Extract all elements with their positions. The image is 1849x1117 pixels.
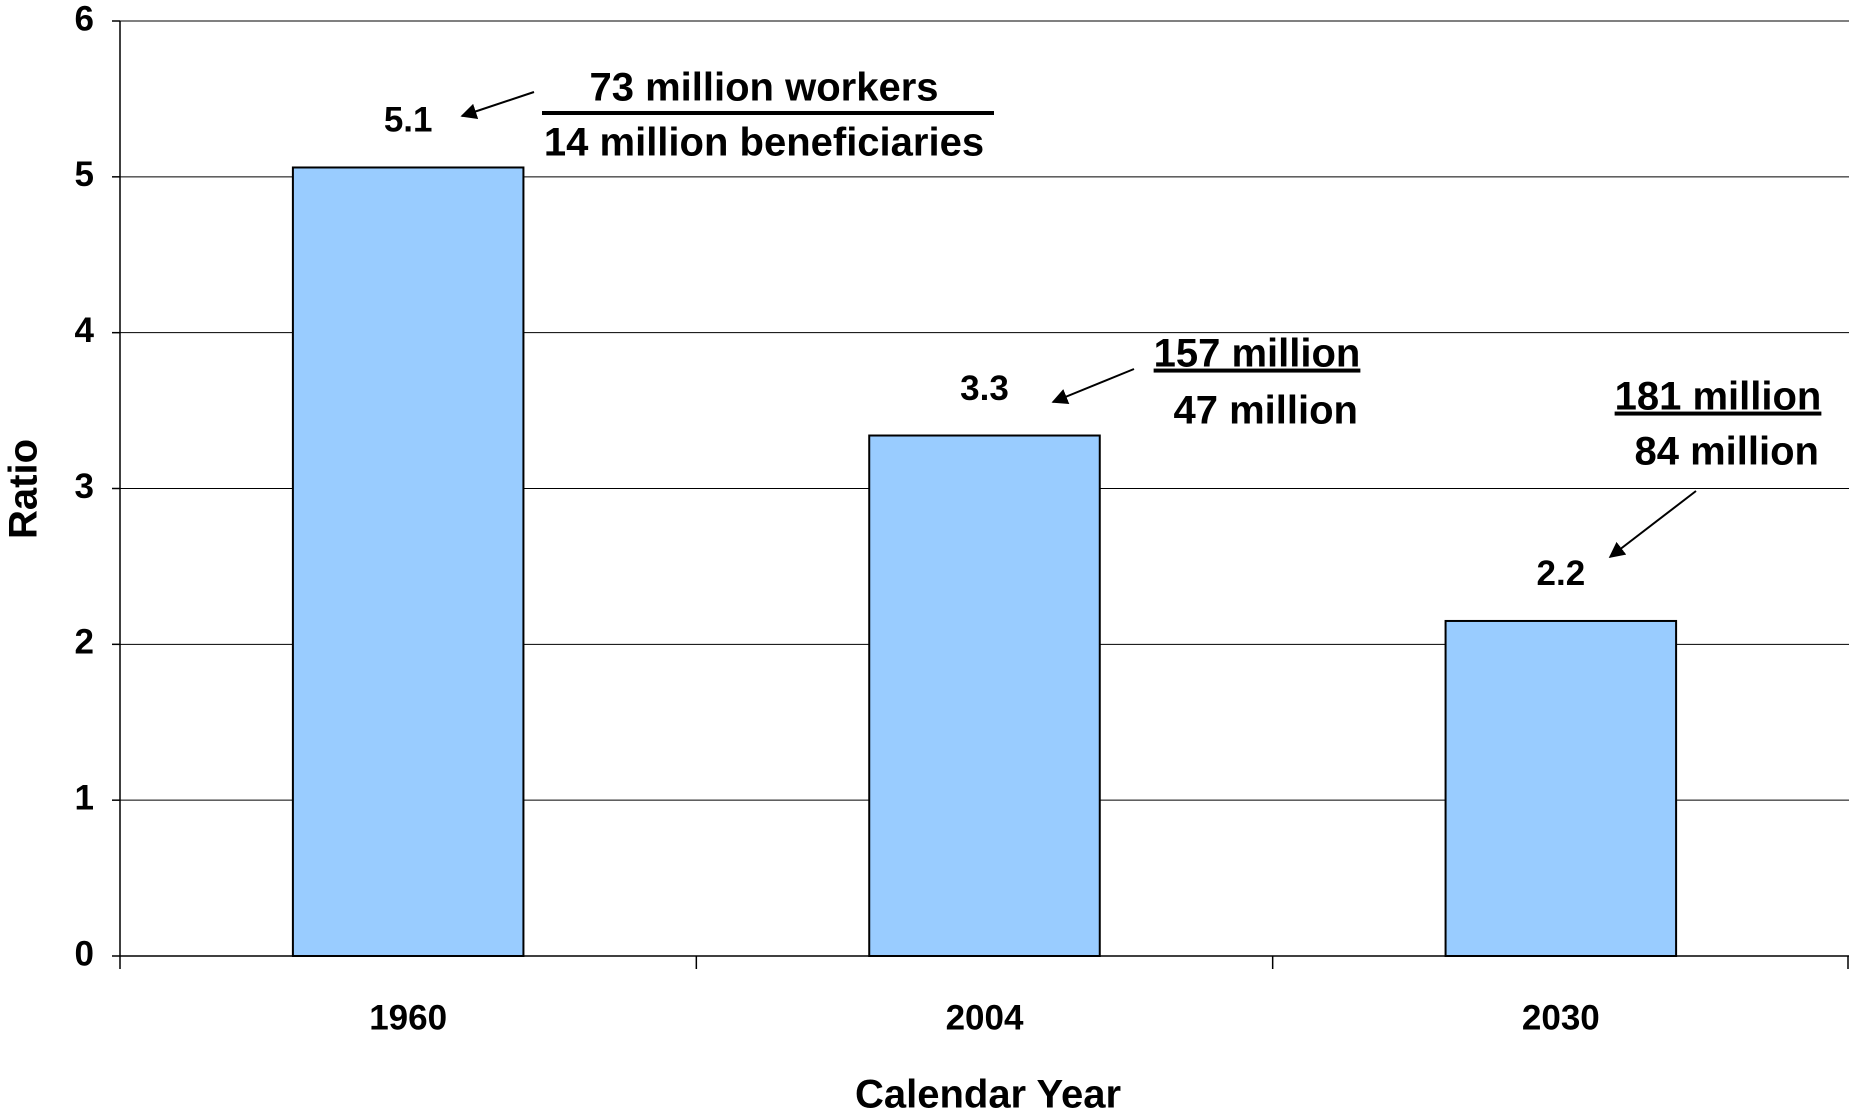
bar xyxy=(291,166,525,957)
y-tick-label: 3 xyxy=(75,467,94,506)
annotation-denominator: 14 million beneficiaries xyxy=(544,121,984,165)
x-tick-label: 1960 xyxy=(369,998,447,1037)
annotation-numerator: 157 million xyxy=(1154,332,1361,376)
y-tick-label: 5 xyxy=(75,155,94,194)
y-tick-label: 0 xyxy=(75,934,94,973)
y-tick-label: 2 xyxy=(75,623,94,662)
y-tick-label: 4 xyxy=(75,311,95,350)
x-tick-label: 2004 xyxy=(946,998,1024,1037)
x-tick-label: 2030 xyxy=(1522,998,1600,1037)
annotation-arrow xyxy=(1051,368,1135,404)
value-label: 3.3 xyxy=(960,369,1009,408)
annotation-denominator: 47 million xyxy=(1174,389,1359,433)
bar xyxy=(1444,619,1678,957)
x-axis-title: Calendar Year xyxy=(855,1073,1121,1117)
annotation-denominator: 84 million xyxy=(1635,430,1820,474)
annotation-arrow xyxy=(460,91,535,120)
annotation-numerator: 73 million workers xyxy=(589,66,938,110)
annotation-numerator: 181 million xyxy=(1615,375,1822,419)
value-label: 5.1 xyxy=(384,101,433,140)
bar xyxy=(868,434,1101,957)
annotation-arrow xyxy=(1608,490,1697,558)
y-tick-label: 6 xyxy=(75,0,94,38)
y-axis-title: Ratio xyxy=(2,439,46,539)
y-tick-label: 1 xyxy=(75,778,94,817)
value-label: 2.2 xyxy=(1537,554,1586,593)
